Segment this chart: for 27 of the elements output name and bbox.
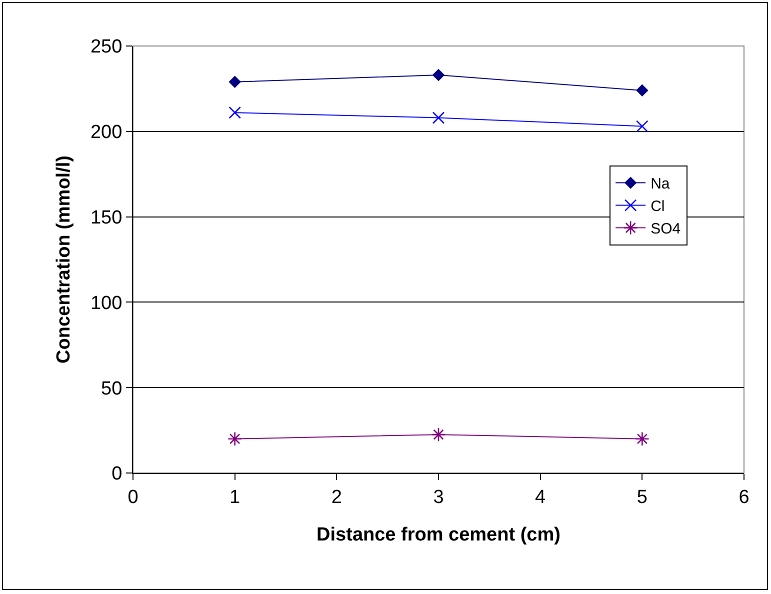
point [228,106,241,119]
legend-label: Na [650,176,670,193]
y-tick-label: 100 [90,292,122,314]
x-tick-label: 1 [230,486,240,508]
point [636,84,648,96]
x-tick-label: 4 [535,486,546,508]
point [432,112,445,124]
point [432,69,444,81]
y-tick-label: 200 [90,122,122,144]
point [634,432,650,446]
y-tick-label: 0 [112,464,122,485]
point [228,432,242,446]
legend-label: Cl [650,198,665,216]
legend-label: SO4 [650,220,681,238]
point [431,427,446,442]
y-tick-label: 50 [101,378,122,400]
y-tick-label: 150 [90,207,122,228]
y-tick-label: 250 [90,36,122,58]
x-tick-label: 5 [636,486,648,508]
x-tick-label: 2 [331,486,342,508]
point [636,120,648,132]
x-tick-label: 6 [738,486,750,508]
point [228,76,241,88]
y-axis-title: Concentration (mmol/l) [53,156,74,364]
x-axis-title: Distance from cement (cm) [316,524,560,546]
x-tick-label: 0 [128,486,138,508]
x-tick-label: 3 [433,486,444,508]
